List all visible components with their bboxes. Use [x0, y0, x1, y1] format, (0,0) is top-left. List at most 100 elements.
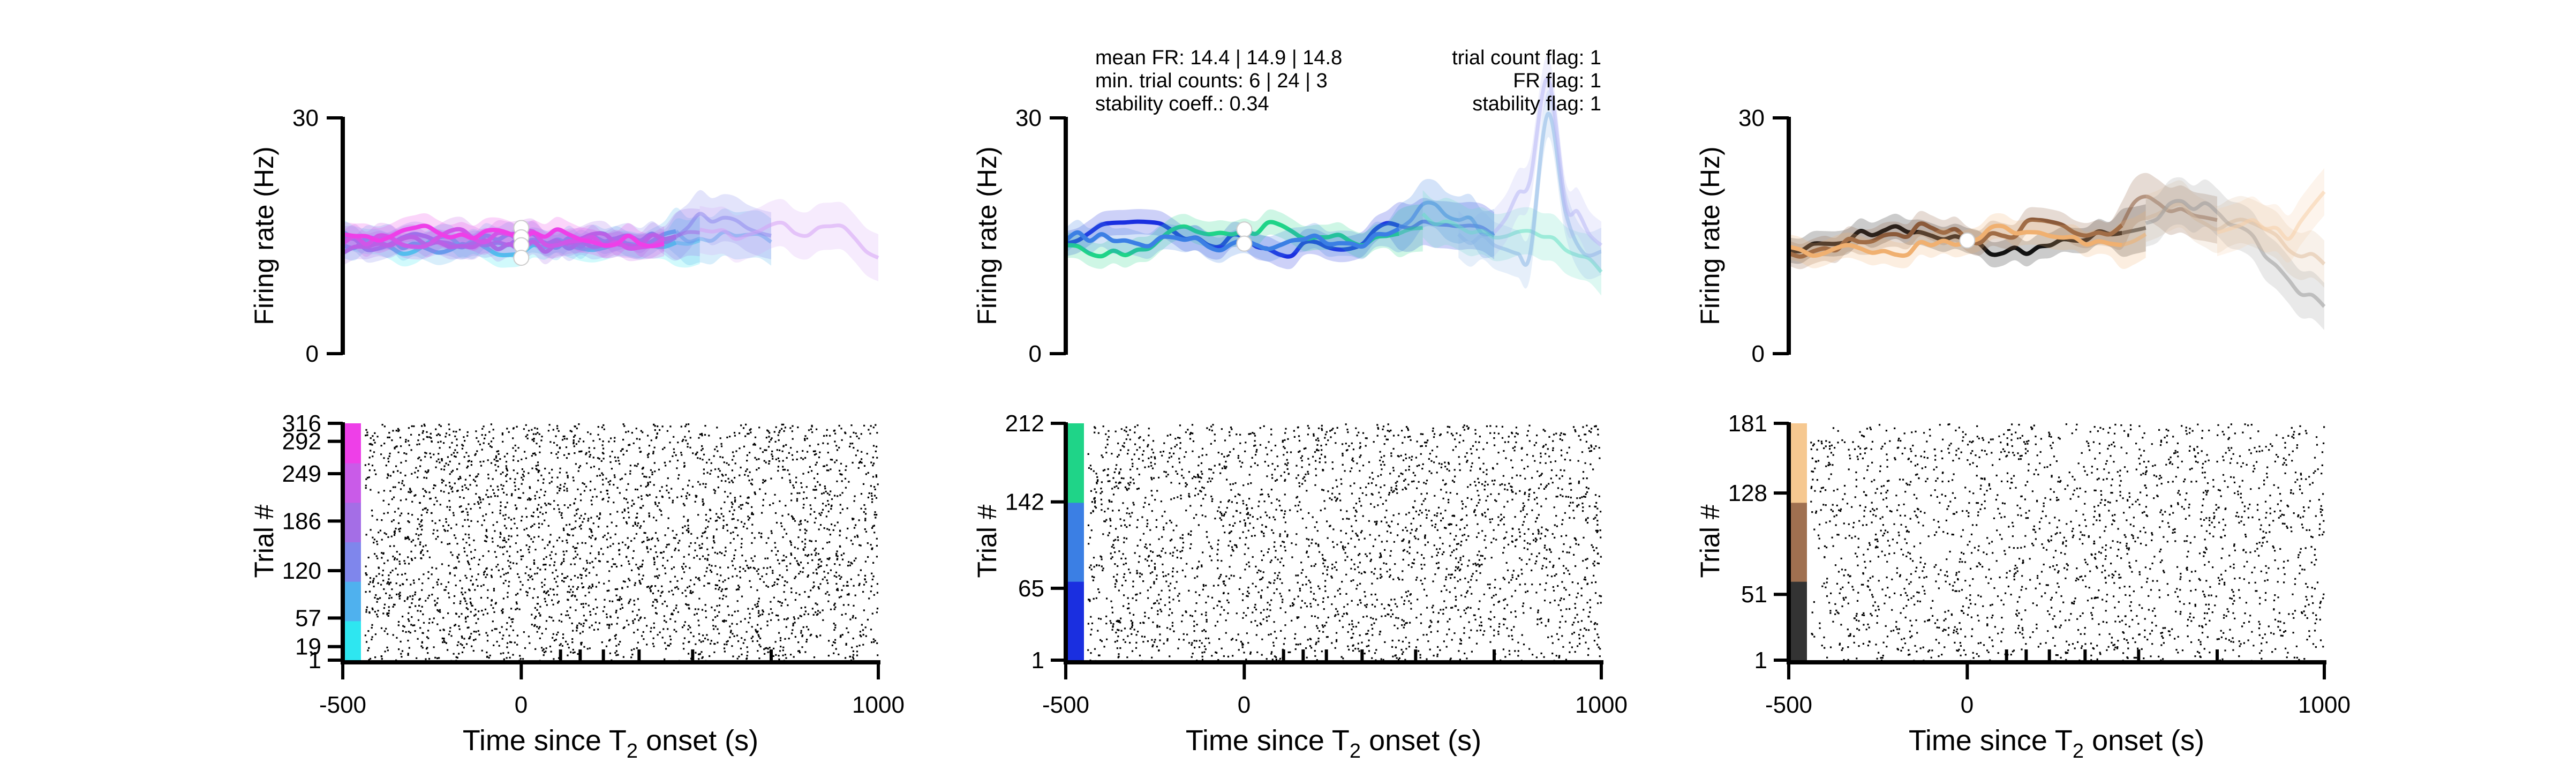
raster-y-tick-label: 1 [1754, 647, 1767, 674]
y-tick-label-30-left: 30 [292, 105, 319, 131]
trial-condition-band [345, 542, 361, 582]
x-axis-title-suffix-middle: onset (s) [1361, 724, 1481, 757]
raster-y-tick-label: 142 [1005, 489, 1044, 515]
firing-rate-axes-right: 30 0 Firing rate (Hz) [1695, 105, 1791, 367]
firing-rate-plot-left [341, 190, 879, 282]
error-band [2145, 177, 2324, 330]
raster-y-tick-label: 51 [1741, 581, 1767, 608]
trial-condition-band [1791, 423, 1807, 503]
raster-y-tick-label: 65 [1018, 575, 1044, 602]
trial-condition-band [345, 502, 361, 542]
trial-condition-band [345, 621, 361, 661]
trial-condition-band [1068, 581, 1084, 661]
raster-y-axis-title-left: Trial # [249, 504, 279, 578]
series-line [1788, 217, 2123, 259]
x-axis-title-main-right: Time since T [1909, 724, 2073, 757]
raster-y-tick-label: 19 [295, 634, 321, 660]
raster-y-ticks-middle: 1 65 142 212 [1005, 410, 1066, 674]
error-band [699, 199, 878, 282]
x-tick-label-minus500-left: -500 [319, 692, 366, 718]
trial-condition-band [345, 581, 361, 622]
error-band [343, 216, 664, 261]
series-line-late [675, 230, 700, 238]
x-tick-label-minus500-middle: -500 [1042, 692, 1089, 718]
error-band [1458, 89, 1601, 289]
y-tick-label-0-left: 0 [306, 341, 319, 367]
error-band [1494, 55, 1601, 269]
raster-plot-middle [1068, 423, 1602, 662]
series-line-late [2217, 190, 2326, 241]
series-line [1788, 223, 2122, 258]
raster-plot-left [345, 423, 879, 662]
series-line-late [2121, 233, 2147, 247]
x-axis-title-right: Time since T2 onset (s) [1909, 724, 2204, 762]
error-band [343, 208, 700, 266]
x-axis-title-main-middle: Time since T [1186, 724, 1350, 757]
stats-annotation: mean FR: 14.4 | 14.9 | 14.8 min. trial c… [1095, 47, 1601, 115]
trial-condition-band [345, 423, 361, 464]
annotation-fr-flag: FR flag: 1 [1513, 70, 1601, 92]
raster-x-ticks-right [1787, 649, 2326, 679]
x-tick-label-1000-left: 1000 [852, 692, 905, 718]
series-line-late [2145, 202, 2326, 266]
raster-y-tick-label: 1 [1031, 647, 1044, 674]
spike-dots [1810, 423, 2325, 662]
raster-y-tick-label: 316 [282, 410, 321, 437]
series-line-late [1421, 212, 1603, 273]
y-tick-label-30-right: 30 [1738, 105, 1765, 131]
raster-y-tick-label: 1 [308, 647, 321, 674]
raster-y-tick-label: 120 [282, 558, 321, 584]
raster-y-tick-label: 181 [1728, 410, 1767, 437]
firing-rate-axes-middle: 30 0 Firing rate (Hz) [972, 105, 1068, 367]
raster-plot-right [1791, 423, 2325, 662]
y-axis-title-left: Firing rate (Hz) [249, 146, 279, 325]
raster-x-ticks-middle [1064, 649, 1603, 679]
x-tick-label-0-middle: 0 [1238, 692, 1251, 718]
error-band [2217, 168, 2324, 263]
annotation-trial-count-flag: trial count flag: 1 [1452, 47, 1601, 69]
raster-y-tick-label: 57 [295, 605, 321, 631]
firing-rate-axes-left: 30 0 Firing rate (Hz) [249, 105, 345, 367]
t2-onset-marker [513, 250, 530, 266]
error-band [1422, 190, 1601, 296]
x-tick-label-0-right: 0 [1961, 692, 1974, 718]
firing-rate-plot-right [1788, 168, 2326, 330]
y-axis-title-right: Firing rate (Hz) [1695, 146, 1725, 325]
x-axis-title-suffix-left: onset (s) [638, 724, 758, 757]
annotation-min-trial-counts: min. trial counts: 6 | 24 | 3 [1095, 70, 1328, 92]
trial-condition-band [1791, 502, 1807, 582]
y-tick-label-0-right: 0 [1752, 341, 1765, 367]
trial-condition-band [345, 462, 361, 503]
annotation-stability-coeff: stability coeff.: 0.34 [1095, 93, 1269, 115]
series-line [1064, 227, 1400, 253]
trial-condition-band [1068, 423, 1084, 503]
firing-rate-plot-middle [1064, 55, 1603, 296]
raster-x-ticks-left [341, 649, 880, 679]
raster-y-tick-label: 186 [282, 508, 321, 534]
x-axis-title-sub-middle: 2 [1350, 740, 1361, 762]
series-line-late [2120, 195, 2218, 226]
series-line-late [699, 220, 879, 260]
raster-y-tick-label: 212 [1005, 410, 1044, 437]
series-line-late [1398, 226, 1423, 236]
annotation-stability-flag: stability flag: 1 [1472, 93, 1601, 115]
y-tick-label-0-middle: 0 [1029, 341, 1042, 367]
series-line-late [1457, 111, 1602, 267]
x-axis-title-middle: Time since T2 onset (s) [1186, 724, 1481, 762]
trial-condition-band [1068, 502, 1084, 582]
raster-y-axis-title-right: Trial # [1695, 504, 1725, 578]
annotation-mean-fr: mean FR: 14.4 | 14.9 | 14.8 [1095, 47, 1342, 69]
t2-onset-marker [1236, 221, 1253, 238]
x-tick-label-1000-right: 1000 [2298, 692, 2351, 718]
x-axis-title-sub-right: 2 [2073, 740, 2084, 762]
x-axis-title-sub-left: 2 [627, 740, 638, 762]
spike-dots [1087, 423, 1602, 662]
spike-dots [364, 423, 879, 662]
series-line [342, 223, 665, 249]
raster-y-tick-label: 249 [282, 461, 321, 487]
t2-onset-marker [1236, 235, 1253, 252]
x-axis-title-left: Time since T2 onset (s) [463, 724, 758, 762]
